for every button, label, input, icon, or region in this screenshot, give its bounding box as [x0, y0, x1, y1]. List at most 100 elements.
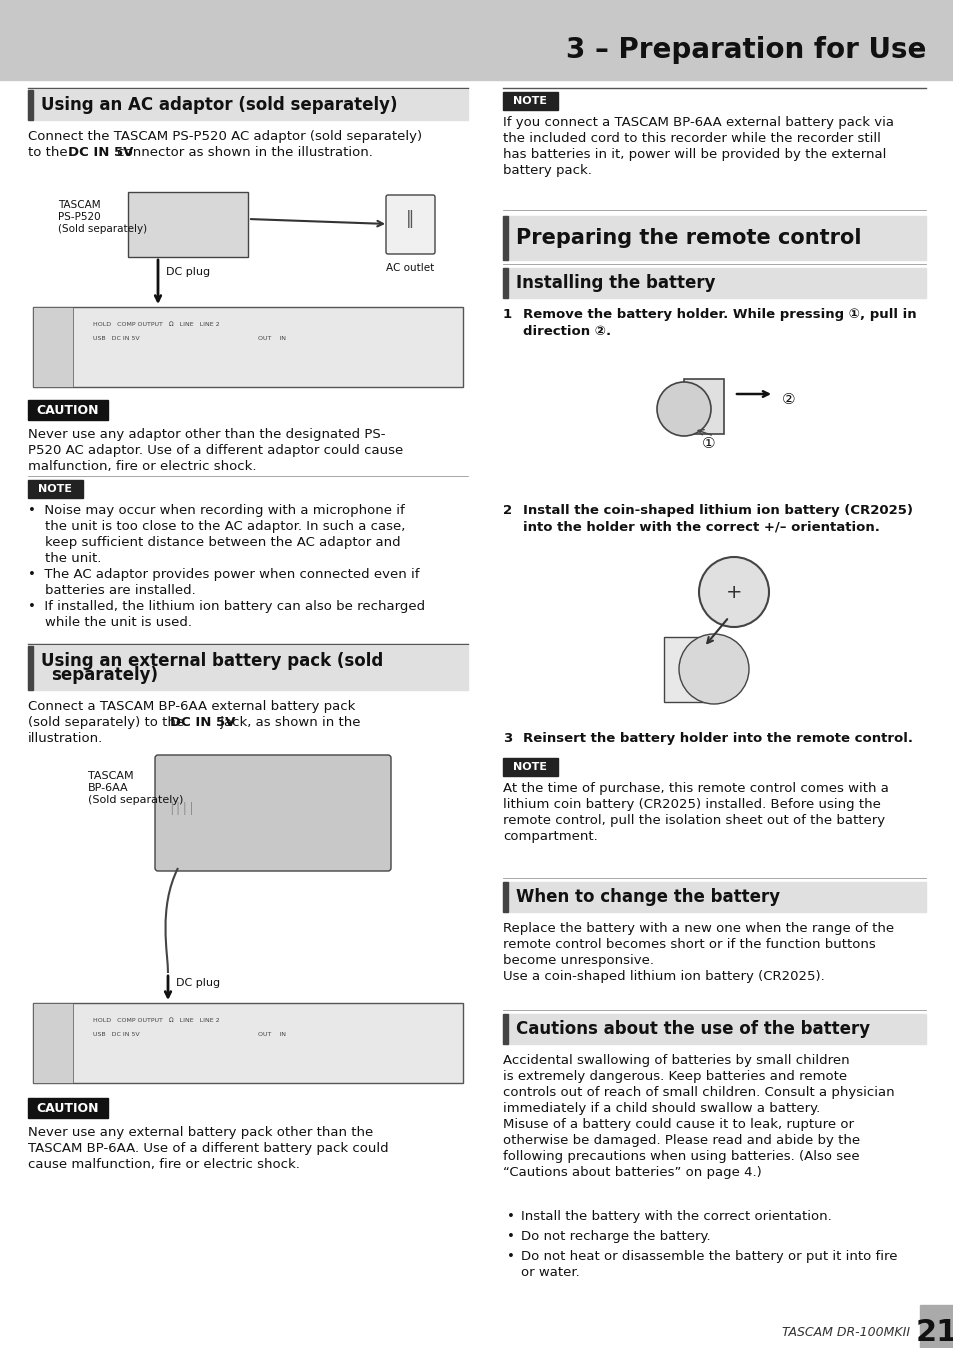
Text: DC IN 5V: DC IN 5V: [171, 716, 235, 729]
Text: If you connect a TASCAM BP-6AA external battery pack via: If you connect a TASCAM BP-6AA external …: [502, 116, 893, 129]
Text: •  The AC adaptor provides power when connected even if: • The AC adaptor provides power when con…: [28, 568, 419, 581]
Text: battery pack.: battery pack.: [502, 164, 591, 177]
Text: CAUTION: CAUTION: [37, 1101, 99, 1115]
Circle shape: [657, 381, 710, 435]
Bar: [502, 882, 925, 913]
Bar: [502, 216, 925, 260]
Bar: [683, 379, 723, 434]
Text: 3: 3: [502, 732, 512, 745]
Text: 2: 2: [502, 504, 512, 518]
Text: •: •: [506, 1211, 515, 1223]
Text: DC plug: DC plug: [175, 979, 220, 988]
Text: Do not heat or disassemble the battery or put it into fire: Do not heat or disassemble the battery o…: [520, 1250, 897, 1263]
Text: become unresponsive.: become unresponsive.: [502, 954, 654, 967]
Bar: [28, 480, 83, 497]
Bar: [33, 1003, 73, 1082]
Text: Never use any adaptor other than the designated PS-: Never use any adaptor other than the des…: [28, 429, 385, 441]
Text: (sold separately) to the: (sold separately) to the: [28, 716, 188, 729]
Text: 3 – Preparation for Use: 3 – Preparation for Use: [565, 35, 925, 63]
Text: the included cord to this recorder while the recorder still: the included cord to this recorder while…: [502, 132, 880, 146]
Text: “Cautions about batteries” on page 4.): “Cautions about batteries” on page 4.): [502, 1166, 760, 1180]
Text: TASCAM DR-100MKII: TASCAM DR-100MKII: [781, 1326, 909, 1339]
Text: remote control, pull the isolation sheet out of the battery: remote control, pull the isolation sheet…: [502, 814, 884, 828]
Bar: [502, 758, 558, 776]
Text: immediately if a child should swallow a battery.: immediately if a child should swallow a …: [502, 1103, 820, 1115]
Text: illustration.: illustration.: [28, 732, 103, 745]
Text: Preparing the remote control: Preparing the remote control: [516, 228, 861, 248]
Text: DC plug: DC plug: [166, 267, 210, 276]
Bar: [502, 882, 507, 913]
Bar: [502, 268, 925, 298]
Bar: [663, 638, 713, 702]
Text: Remove the battery holder. While pressing ①, pull in: Remove the battery holder. While pressin…: [522, 307, 916, 321]
Text: 21: 21: [915, 1318, 953, 1347]
Text: or water.: or water.: [520, 1266, 579, 1279]
Text: keep sufficient distance between the AC adaptor and: keep sufficient distance between the AC …: [28, 537, 400, 549]
FancyBboxPatch shape: [386, 195, 435, 253]
Text: DC IN 5V: DC IN 5V: [68, 146, 133, 159]
Text: When to change the battery: When to change the battery: [516, 888, 780, 906]
Text: OUT    IN: OUT IN: [257, 337, 286, 341]
Text: controls out of reach of small children. Consult a physician: controls out of reach of small children.…: [502, 1086, 894, 1099]
Bar: [28, 90, 468, 120]
Text: remote control becomes short or if the function buttons: remote control becomes short or if the f…: [502, 938, 875, 950]
Bar: [502, 92, 558, 111]
Text: NOTE: NOTE: [38, 484, 72, 493]
Text: +: +: [725, 582, 741, 601]
Text: NOTE: NOTE: [513, 96, 547, 106]
Text: batteries are installed.: batteries are installed.: [28, 584, 195, 597]
Text: •  Noise may occur when recording with a microphone if: • Noise may occur when recording with a …: [28, 504, 404, 518]
Text: ‖: ‖: [405, 210, 414, 228]
Bar: [28, 646, 468, 690]
FancyBboxPatch shape: [154, 755, 391, 871]
Text: malfunction, fire or electric shock.: malfunction, fire or electric shock.: [28, 460, 256, 473]
Text: Cautions about the use of the battery: Cautions about the use of the battery: [516, 1020, 869, 1038]
Text: otherwise be damaged. Please read and abide by the: otherwise be damaged. Please read and ab…: [502, 1134, 860, 1147]
Text: the unit is too close to the AC adaptor. In such a case,: the unit is too close to the AC adaptor.…: [28, 520, 405, 532]
Text: while the unit is used.: while the unit is used.: [28, 616, 192, 630]
Bar: [502, 1014, 507, 1043]
Text: following precautions when using batteries. (Also see: following precautions when using batteri…: [502, 1150, 859, 1163]
Text: •: •: [506, 1229, 515, 1243]
Text: cause malfunction, fire or electric shock.: cause malfunction, fire or electric shoc…: [28, 1158, 299, 1171]
Bar: [28, 1099, 108, 1117]
Text: jack, as shown in the: jack, as shown in the: [216, 716, 360, 729]
Bar: [28, 646, 33, 690]
Text: ││││: ││││: [168, 802, 194, 814]
Bar: [502, 268, 507, 298]
Bar: [128, 191, 248, 257]
Text: Do not recharge the battery.: Do not recharge the battery.: [520, 1229, 710, 1243]
Text: HOLD   COMP OUTPUT   Ω   LINE   LINE 2: HOLD COMP OUTPUT Ω LINE LINE 2: [92, 322, 219, 328]
Text: Install the coin-shaped lithium ion battery (CR2025): Install the coin-shaped lithium ion batt…: [522, 504, 912, 518]
Text: is extremely dangerous. Keep batteries and remote: is extremely dangerous. Keep batteries a…: [502, 1070, 846, 1082]
Text: ②: ②: [781, 391, 795, 407]
Text: Using an AC adaptor (sold separately): Using an AC adaptor (sold separately): [41, 96, 397, 115]
Text: Use a coin-shaped lithium ion battery (CR2025).: Use a coin-shaped lithium ion battery (C…: [502, 971, 824, 983]
Text: NOTE: NOTE: [513, 762, 547, 772]
Text: OUT    IN: OUT IN: [257, 1033, 286, 1038]
Bar: [28, 90, 33, 120]
Text: direction ②.: direction ②.: [522, 325, 611, 338]
Text: connector as shown in the illustration.: connector as shown in the illustration.: [113, 146, 373, 159]
Text: lithium coin battery (CR2025) installed. Before using the: lithium coin battery (CR2025) installed.…: [502, 798, 880, 811]
Text: USB   DC IN 5V: USB DC IN 5V: [92, 337, 139, 341]
Bar: [919, 1305, 953, 1348]
Bar: [33, 1003, 462, 1082]
Text: •: •: [506, 1250, 515, 1263]
Circle shape: [679, 634, 748, 704]
Text: Using an external battery pack (sold: Using an external battery pack (sold: [41, 652, 383, 670]
Text: P520 AC adaptor. Use of a different adaptor could cause: P520 AC adaptor. Use of a different adap…: [28, 443, 403, 457]
Text: 1: 1: [502, 307, 512, 321]
Text: At the time of purchase, this remote control comes with a: At the time of purchase, this remote con…: [502, 782, 888, 795]
Text: •  If installed, the lithium ion battery can also be recharged: • If installed, the lithium ion battery …: [28, 600, 425, 613]
Text: TASCAM BP-6AA. Use of a different battery pack could: TASCAM BP-6AA. Use of a different batter…: [28, 1142, 388, 1155]
Text: Never use any external battery pack other than the: Never use any external battery pack othe…: [28, 1126, 373, 1139]
Bar: [33, 307, 462, 387]
Text: compartment.: compartment.: [502, 830, 598, 842]
Bar: [28, 400, 108, 421]
Text: USB   DC IN 5V: USB DC IN 5V: [92, 1033, 139, 1038]
Text: TASCAM
BP-6AA
(Sold separately): TASCAM BP-6AA (Sold separately): [88, 771, 183, 805]
Circle shape: [699, 557, 768, 627]
Text: separately): separately): [51, 666, 158, 683]
Text: Reinsert the battery holder into the remote control.: Reinsert the battery holder into the rem…: [522, 732, 912, 745]
